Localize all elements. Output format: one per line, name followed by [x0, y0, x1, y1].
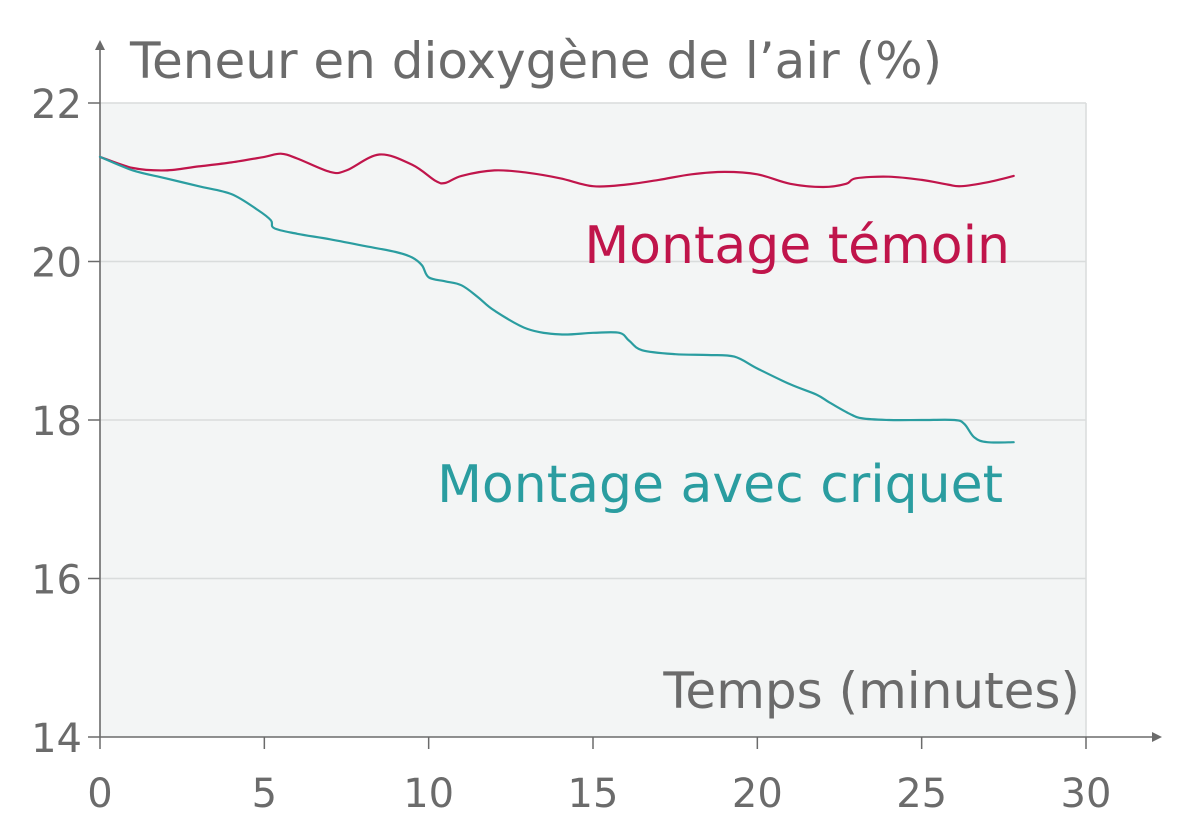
y-tick-label-18: 18 [31, 399, 82, 445]
series-label-montage-avec-criquet: Montage avec criquet [437, 455, 1003, 515]
x-tick-label-25: 25 [896, 771, 947, 817]
y-axis-arrow [95, 40, 105, 50]
y-tick-label-16: 16 [31, 558, 82, 604]
series-label-montage-temoin: Montage témoin [584, 216, 1010, 276]
x-tick-label-10: 10 [403, 771, 454, 817]
series-lines [98, 152, 1015, 444]
x-tick-label-30: 30 [1061, 771, 1112, 817]
y-tick-label-22: 22 [31, 82, 82, 128]
y-axis-title: Teneur en dioxygène de l’air (%) [129, 32, 942, 90]
x-tick-label-15: 15 [568, 771, 619, 817]
y-tick-label-14: 14 [31, 716, 82, 762]
y-tick-label-20: 20 [31, 241, 82, 287]
series-line-montage-avec-criquet [98, 155, 1015, 444]
x-axis-arrow [1152, 732, 1162, 742]
series-line-montage-temoin [98, 152, 1015, 189]
x-axis-title: Temps (minutes) [662, 662, 1080, 720]
x-tick-label-0: 0 [87, 771, 112, 817]
axes: 14 16 18 20 22 0 5 10 15 20 25 30 [31, 40, 1162, 817]
x-tick-label-20: 20 [732, 771, 783, 817]
x-tick-label-5: 5 [252, 771, 277, 817]
chart-labels: Teneur en dioxygène de l’air (%) Temps (… [129, 32, 1080, 720]
